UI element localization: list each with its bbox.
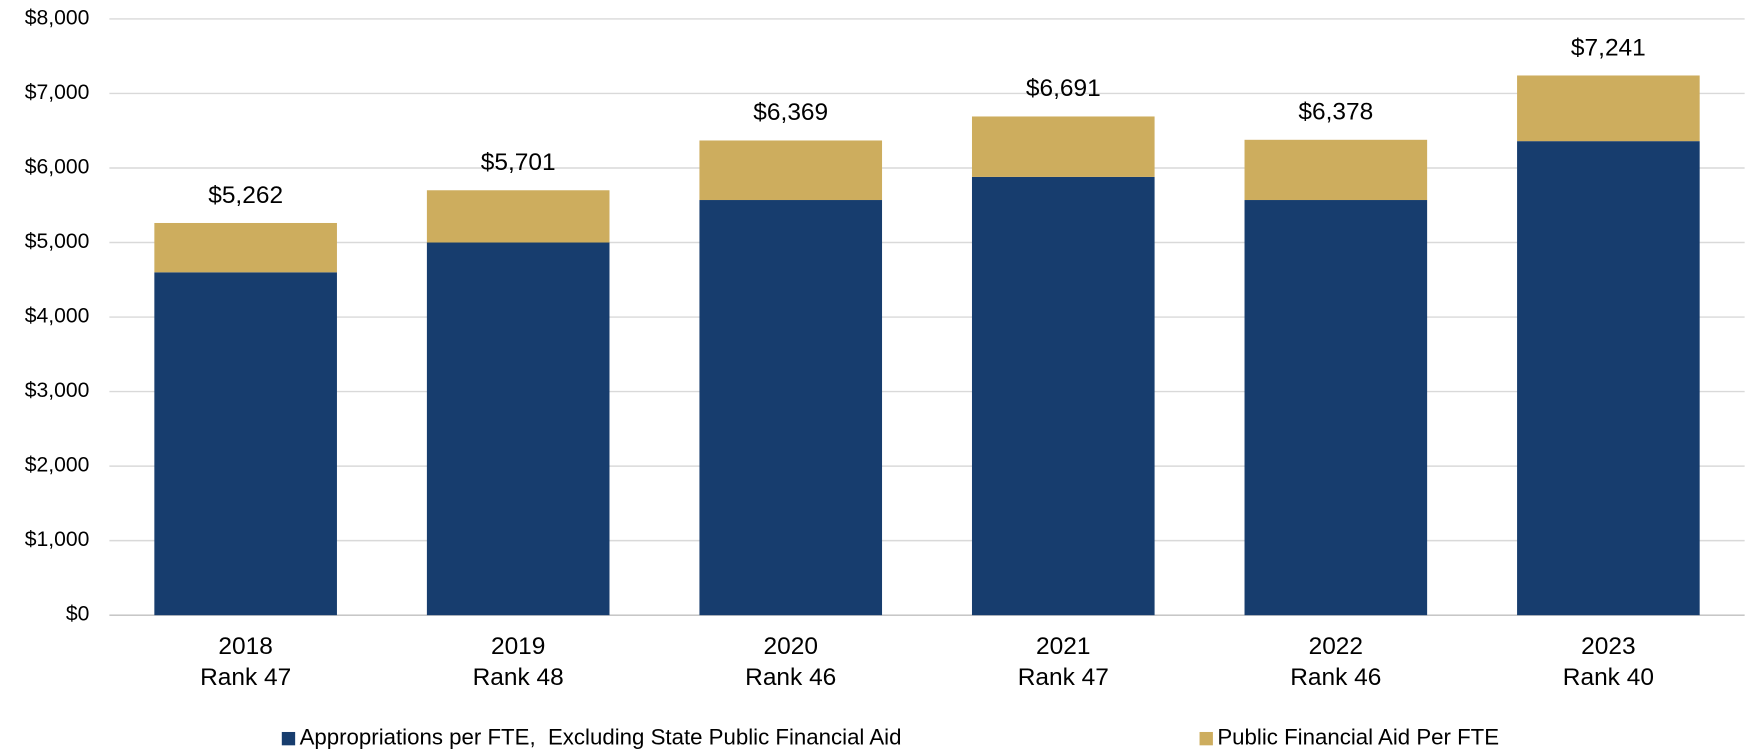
bar-segment xyxy=(426,242,610,616)
bar-segment xyxy=(1244,139,1428,201)
bar-segment xyxy=(699,200,883,616)
legend-label: Public Financial Aid Per FTE xyxy=(1217,725,1499,750)
y-tick-label: $8,000 xyxy=(25,6,90,29)
y-tick-label: $4,000 xyxy=(25,305,90,328)
x-tick-label: 2022 xyxy=(1309,633,1363,660)
y-tick-label: $7,000 xyxy=(25,81,90,104)
x-tick-label: 2019 xyxy=(491,633,545,660)
bar-segment xyxy=(971,176,1155,616)
legend-swatch xyxy=(281,731,296,746)
bar-segment xyxy=(699,140,883,201)
y-tick-label: $3,000 xyxy=(25,379,90,402)
x-tick-rank: Rank 46 xyxy=(745,664,836,691)
total-label: $6,378 xyxy=(1298,99,1373,126)
bar-segment xyxy=(1517,75,1700,142)
y-tick-label: $2,000 xyxy=(25,454,90,477)
x-tick-label: 2018 xyxy=(218,633,272,660)
y-tick-label: $6,000 xyxy=(25,156,90,179)
x-tick-label: 2023 xyxy=(1581,633,1635,660)
y-tick-label: $0 xyxy=(66,603,90,626)
total-label: $7,241 xyxy=(1571,34,1646,61)
legend-label: Appropriations per FTE, Excluding State … xyxy=(300,725,902,750)
x-tick-label: 2021 xyxy=(1036,633,1090,660)
total-label: $6,369 xyxy=(753,99,828,126)
bar-segment xyxy=(426,190,610,243)
legend-swatch xyxy=(1199,731,1213,746)
total-label: $5,262 xyxy=(208,182,283,209)
bar-segment xyxy=(1517,141,1700,616)
bar-segment xyxy=(154,222,337,273)
y-tick-label: $5,000 xyxy=(25,230,90,253)
x-tick-rank: Rank 40 xyxy=(1563,664,1654,691)
x-tick-rank: Rank 47 xyxy=(1018,664,1109,691)
total-label: $6,691 xyxy=(1026,75,1101,102)
x-tick-rank: Rank 47 xyxy=(200,664,291,691)
total-label: $5,701 xyxy=(481,149,556,176)
bar-segment xyxy=(1244,200,1428,616)
bar-segment xyxy=(154,272,337,616)
bar-segment xyxy=(971,116,1155,177)
x-tick-rank: Rank 48 xyxy=(473,664,564,691)
x-tick-rank: Rank 46 xyxy=(1290,664,1381,691)
x-tick-label: 2020 xyxy=(764,633,818,660)
y-tick-label: $1,000 xyxy=(25,528,90,551)
